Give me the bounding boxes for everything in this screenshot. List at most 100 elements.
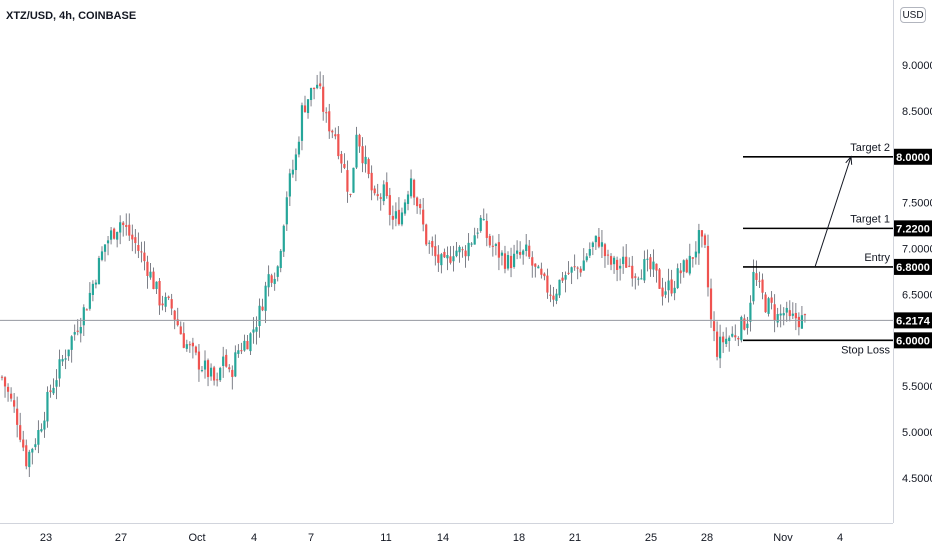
candle-up (667, 280, 670, 291)
candle-up (219, 367, 222, 381)
candle-up (555, 293, 558, 301)
candle-down (146, 261, 149, 276)
candle-down (434, 246, 437, 257)
price-tick-label: 8.5000 (902, 106, 932, 118)
projection-line (814, 156, 852, 268)
candle-down (679, 270, 682, 274)
candle-up (728, 337, 731, 342)
price-tick-label: 4.5000 (902, 473, 932, 485)
trade-levels-group: Target 2 Target 1 Entry Stop Loss (743, 142, 894, 356)
candle-up (64, 358, 67, 360)
candle-down (367, 159, 370, 175)
candle-down (225, 354, 228, 367)
candle-down (122, 222, 125, 226)
candle-up (61, 359, 64, 362)
candle-up (637, 278, 640, 280)
candle-up (222, 356, 225, 366)
candle-up (249, 333, 252, 352)
candle-up (470, 243, 473, 245)
candle-down (788, 310, 791, 317)
candle-down (388, 195, 391, 215)
stop-loss-box (894, 332, 932, 349)
candle-down (709, 288, 713, 320)
candle-up (200, 370, 204, 372)
time-axis[interactable]: 23 27 Oct 4 7 11 14 18 21 25 28 Nov 4 (40, 532, 843, 544)
candle-up (394, 211, 397, 219)
candle-down (770, 297, 773, 303)
candle-down (0, 376, 4, 378)
candle-down (497, 242, 501, 258)
candle-down (715, 331, 719, 357)
candle-down (376, 194, 379, 197)
target-1-text: Target 1 (850, 213, 890, 225)
candle-down (131, 234, 134, 240)
candle-up (588, 249, 591, 256)
price-tick-label: 6.5000 (902, 289, 932, 301)
candle-down (143, 252, 146, 262)
candle-up (673, 287, 676, 294)
candle-down (461, 249, 464, 251)
candle-up (40, 429, 43, 432)
candle-up (55, 380, 58, 387)
candle-up (676, 268, 679, 288)
candle-down (270, 275, 273, 283)
candle-up (458, 246, 461, 253)
current-price-label: 6.2174 (896, 315, 931, 327)
candle-down (179, 326, 182, 335)
candle-down (661, 287, 664, 297)
candle-down (113, 228, 116, 239)
candle-down (734, 335, 737, 338)
candle-down (509, 255, 513, 269)
target-2-box (894, 148, 932, 165)
candle-up (288, 173, 291, 197)
candle-up (522, 250, 525, 255)
candle-up (767, 298, 770, 314)
candle-down (606, 254, 610, 256)
candle-up (316, 84, 319, 89)
candle-up (646, 258, 649, 260)
candle-down (531, 257, 534, 266)
candle-up (94, 282, 98, 285)
candle-down (576, 267, 579, 269)
candle-up (591, 242, 594, 248)
candle-down (491, 245, 494, 247)
candle-down (628, 265, 631, 267)
candle-down (228, 367, 231, 370)
candle-up (255, 327, 258, 332)
candle-down (803, 314, 807, 316)
candle-up (403, 202, 407, 214)
target-2-label: 8.0000 (896, 152, 930, 164)
candle-up (682, 260, 685, 272)
target-1-box (894, 220, 932, 237)
candle-down (16, 408, 19, 425)
projection-arrow (814, 155, 853, 268)
currency-button[interactable]: USD (900, 7, 926, 23)
candle-up (506, 255, 510, 269)
candle-up (664, 291, 667, 295)
candle-up (473, 235, 476, 245)
candle-up (537, 266, 540, 269)
candle-down (391, 215, 394, 220)
candle-up (494, 244, 497, 246)
candle-down (343, 164, 346, 168)
candle-up (382, 184, 385, 202)
candle-down (561, 277, 564, 281)
candle-down (703, 235, 707, 245)
candle-down (349, 193, 352, 195)
candle-up (619, 265, 622, 269)
candle-up (440, 254, 443, 266)
price-tick-label: 5.0000 (902, 427, 932, 439)
candle-up (749, 302, 752, 322)
candle-down (261, 306, 264, 311)
candle-up (234, 352, 237, 377)
stop-loss-label: 6.0000 (896, 335, 930, 347)
entry-box (894, 258, 932, 275)
candle-down (691, 257, 694, 259)
candle-down (761, 279, 764, 293)
candle-up (455, 250, 458, 257)
candle-down (625, 256, 628, 268)
candle-up (643, 259, 646, 281)
candle-up (155, 281, 158, 289)
